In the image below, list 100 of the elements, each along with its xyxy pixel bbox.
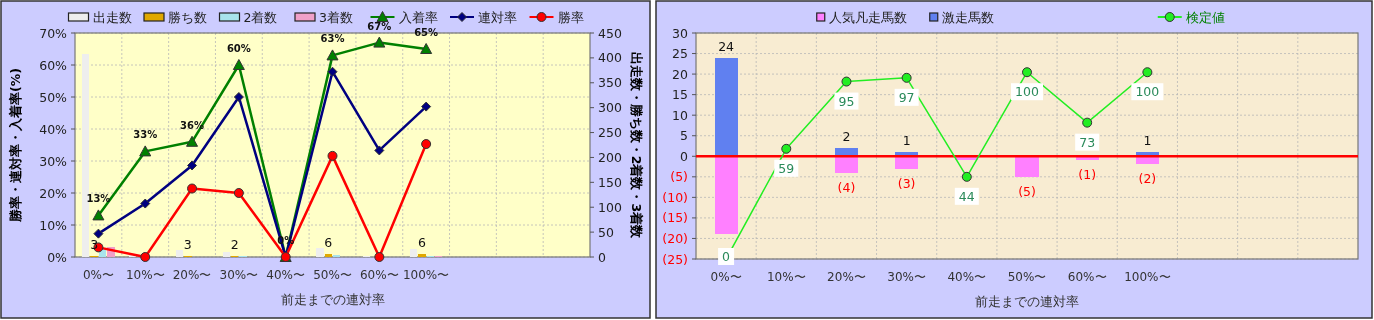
point xyxy=(781,143,792,154)
y2-tick-label: 350 xyxy=(598,75,622,91)
data-label: 6 xyxy=(324,235,333,251)
data-label: (3) xyxy=(897,175,916,191)
y-tick-label: (10) xyxy=(662,189,688,205)
bar xyxy=(324,254,332,257)
x-tick-label: 30%〜 xyxy=(219,268,259,282)
legend-label: 勝率 xyxy=(557,10,584,25)
y-tick-label: (15) xyxy=(662,210,688,226)
data-label: 0 xyxy=(722,249,731,264)
y2-axis-title: 出走数・勝ち数・2着数・3着数 xyxy=(629,51,644,240)
legend-label: 3着数 xyxy=(319,10,353,25)
x-tick-label: 100%〜 xyxy=(402,268,450,282)
point xyxy=(961,171,972,182)
x-tick-label: 0%〜 xyxy=(710,270,742,284)
data-label: 1 xyxy=(902,133,911,149)
point xyxy=(1142,67,1153,78)
data-label: 3 xyxy=(183,236,192,252)
data-label: 63% xyxy=(320,33,345,45)
bar xyxy=(222,252,230,257)
y-tick-label: 15 xyxy=(672,87,688,103)
legend-label: 検定値 xyxy=(1185,10,1225,25)
data-label: 44 xyxy=(958,188,975,204)
x-tick-label: 60%〜 xyxy=(359,268,399,282)
x-tick-label: 100%〜 xyxy=(1124,270,1171,284)
y-tick-label: 25 xyxy=(672,46,688,62)
point xyxy=(1082,117,1093,128)
point xyxy=(187,183,198,194)
y-tick-label: (25) xyxy=(662,251,688,267)
point xyxy=(232,59,245,70)
y2-tick-label: 150 xyxy=(598,174,622,190)
x-tick-label: 20%〜 xyxy=(172,268,212,282)
y2-tick-label: 100 xyxy=(598,199,622,215)
x-tick-label: 20%〜 xyxy=(827,270,866,284)
y-tick-label: 30 xyxy=(672,25,689,41)
y2-tick-label: 250 xyxy=(598,125,622,141)
y-tick-label: 50% xyxy=(39,89,68,105)
y-tick-label: (20) xyxy=(662,230,688,246)
point xyxy=(326,49,339,61)
point xyxy=(92,209,105,221)
y2-tick-label: 300 xyxy=(598,100,622,116)
bar xyxy=(316,247,324,257)
data-label: 13% xyxy=(86,193,111,205)
bar xyxy=(714,156,738,235)
y-tick-label: 20 xyxy=(672,66,689,82)
point xyxy=(233,92,244,102)
legend-label: 2着数 xyxy=(243,10,278,25)
data-label: 100 xyxy=(1135,84,1160,100)
y-tick-label: 0 xyxy=(680,148,689,164)
x-tick-label: 40%〜 xyxy=(947,270,987,284)
y2-tick-label: 0 xyxy=(598,249,606,265)
data-label: (4) xyxy=(837,179,856,195)
data-label: 100 xyxy=(1015,84,1039,100)
data-label: (1) xyxy=(1078,167,1097,183)
data-label: 2 xyxy=(842,129,851,145)
x-tick-label: 10%〜 xyxy=(766,270,806,284)
data-label: 3 xyxy=(90,236,99,252)
point xyxy=(140,198,151,209)
y-tick-label: 10% xyxy=(39,217,68,233)
bar xyxy=(1015,156,1039,177)
y-tick-label: 70% xyxy=(39,25,68,41)
point xyxy=(186,135,199,147)
bar xyxy=(175,250,184,257)
data-label: 24 xyxy=(718,38,735,54)
data-label: (2) xyxy=(1138,171,1157,187)
legend-label: 連対率 xyxy=(478,10,517,25)
point xyxy=(374,145,385,156)
data-label: 73 xyxy=(1079,134,1096,150)
y-axis-title: 勝率・連対率・入着率(%) xyxy=(8,68,23,223)
point xyxy=(233,188,244,198)
x-tick-label: 0%〜 xyxy=(82,268,114,282)
data-label: 33% xyxy=(133,129,158,141)
x-axis-title: 前走までの連対率 xyxy=(975,294,1079,309)
y2-tick-label: 400 xyxy=(598,50,622,66)
point xyxy=(421,139,432,150)
data-label: 1 xyxy=(1143,133,1152,149)
data-label: 2 xyxy=(230,237,239,252)
y-tick-label: 40% xyxy=(39,121,68,137)
legend-label: 勝ち数 xyxy=(168,10,207,25)
data-label: (5) xyxy=(1018,183,1036,199)
point xyxy=(421,101,432,112)
x-tick-label: 50%〜 xyxy=(1007,270,1047,284)
y-tick-label: 30% xyxy=(39,153,68,169)
x-tick-label: 30%〜 xyxy=(887,270,926,284)
legend-label: 入着率 xyxy=(398,10,438,25)
y2-tick-label: 50 xyxy=(598,224,614,240)
data-label: 60% xyxy=(226,43,251,54)
y-tick-label: 5 xyxy=(680,128,688,144)
data-label: 95 xyxy=(838,93,855,109)
x-tick-label: 40%〜 xyxy=(266,268,306,282)
legend-label: 出走数 xyxy=(92,10,132,25)
point xyxy=(327,150,338,161)
y-tick-label: (5) xyxy=(670,169,688,185)
y-tick-label: 20% xyxy=(39,185,68,201)
x-tick-label: 10%〜 xyxy=(125,268,165,282)
x-tick-label: 50%〜 xyxy=(313,268,352,282)
data-label: 65% xyxy=(414,27,439,38)
y-tick-label: 0% xyxy=(47,249,68,265)
point xyxy=(420,43,433,54)
y-tick-label: 60% xyxy=(39,57,68,73)
